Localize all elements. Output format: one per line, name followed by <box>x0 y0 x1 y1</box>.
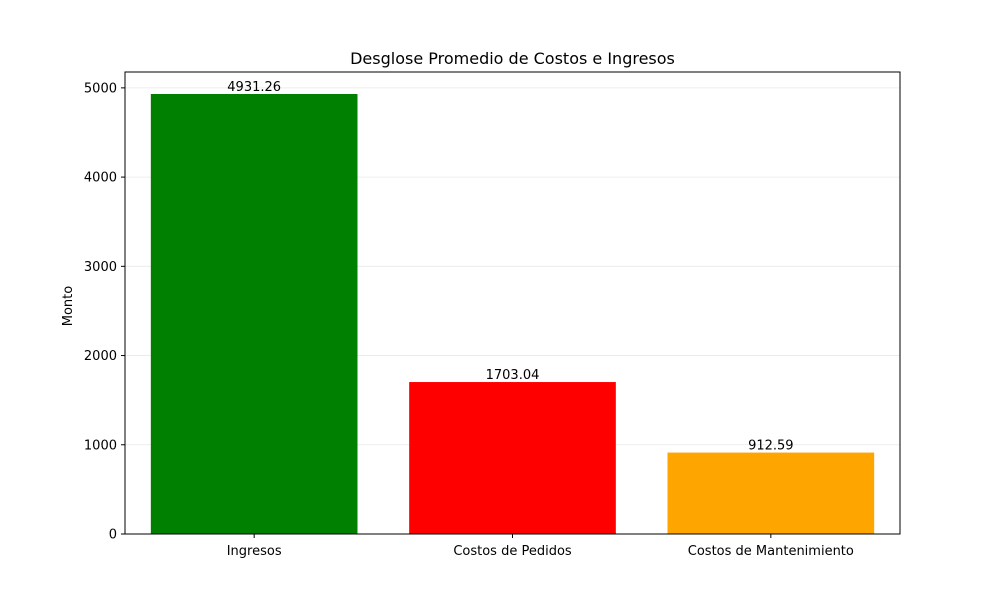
x-axis-ticks: Ingresos Costos de Pedidos Costos de Mante… <box>227 534 854 559</box>
bar <box>667 452 875 534</box>
bar <box>409 382 616 534</box>
x-tick-label: Ingresos <box>227 544 282 559</box>
y-tick-label: 3000 <box>84 260 117 275</box>
x-tick-label: Costos de Mantenimiento <box>688 544 854 559</box>
y-tick-label: 5000 <box>84 81 117 96</box>
y-axis-label: Monto <box>61 286 76 327</box>
bar-value-label: 4931.26 <box>227 80 281 95</box>
y-tick-label: 1000 <box>84 438 117 453</box>
y-tick-label: 0 <box>109 528 117 543</box>
value-labels: 4931.26 1703.04 912.59 <box>227 80 793 454</box>
y-tick-label: 4000 <box>84 171 117 186</box>
bar-value-label: 1703.04 <box>486 368 540 383</box>
chart-title: Desglose Promedio de Costos e Ingresos <box>350 49 675 68</box>
y-tick-label: 2000 <box>84 349 117 364</box>
bar-value-label: 912.59 <box>748 439 794 454</box>
x-tick-label: Costos de Pedidos <box>453 544 572 559</box>
y-axis-ticks: 0 1000 2000 3000 4000 5000 <box>84 81 125 543</box>
bar <box>150 93 358 534</box>
bars <box>150 93 875 534</box>
